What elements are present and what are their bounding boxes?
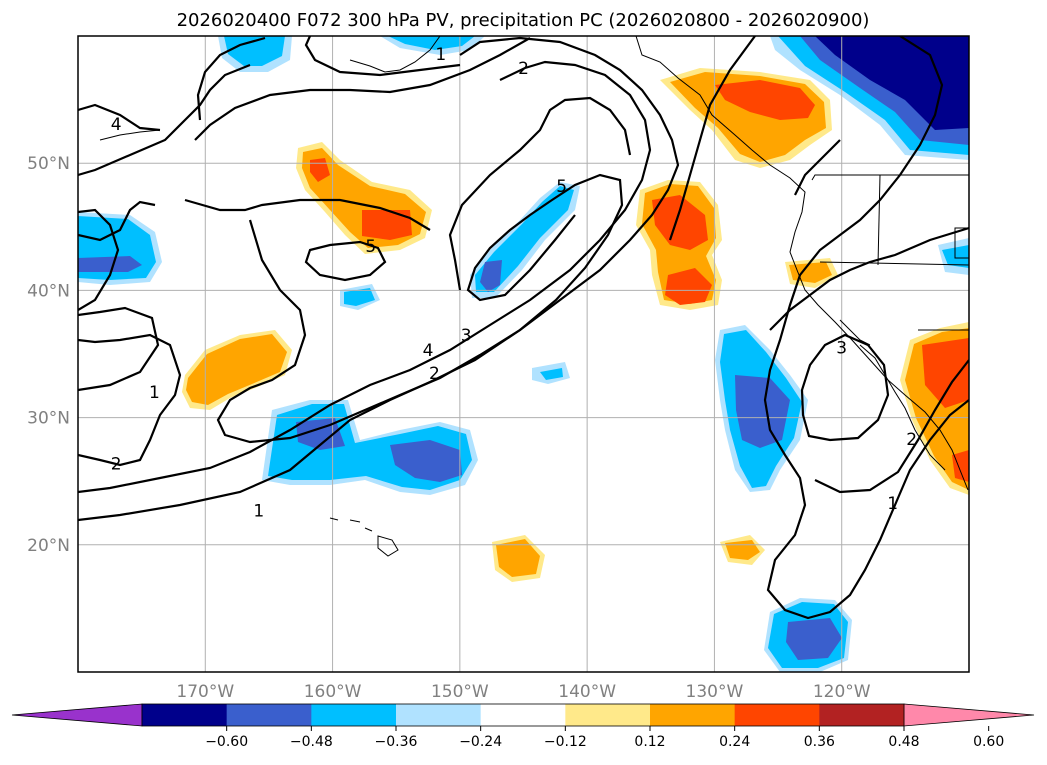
- precip-region-canada-negative: [770, 36, 969, 160]
- chart-title: 2026020400 F072 300 hPa PV, precipitatio…: [177, 10, 870, 31]
- contour-label: 4: [423, 341, 434, 361]
- pv-contour: [196, 36, 266, 121]
- x-tick-labels: 170°W 160°W 150°W 140°W 130°W 120°W: [176, 682, 870, 702]
- contour-label: 1: [887, 494, 898, 514]
- precip-region-socal-positive: [900, 322, 969, 495]
- coastlines: [99, 36, 969, 557]
- contour-label: 1: [435, 45, 446, 65]
- pv-contour: [78, 60, 652, 494]
- colorbar-segment: [734, 704, 820, 726]
- colorbar-segment: [142, 704, 228, 726]
- colorbar-segment: [226, 704, 312, 726]
- pv-contour: [78, 103, 161, 132]
- pv-contours: [78, 36, 969, 620]
- contour-label: 5: [556, 177, 567, 197]
- contour-label: 5: [365, 237, 376, 257]
- contour-label: 4: [111, 115, 122, 135]
- colorbar-label: 0.48: [888, 734, 919, 750]
- colorbar-label: 0.24: [719, 734, 750, 750]
- colorbar-segment: [311, 704, 397, 726]
- colorbar-label: −0.36: [375, 734, 418, 750]
- plot-frame: [77, 35, 970, 673]
- x-tick-label: 160°W: [304, 682, 362, 702]
- precip-region-pacific32-positive: [182, 330, 292, 410]
- x-tick-label: 150°W: [431, 682, 489, 702]
- pv-contour: [216, 173, 624, 444]
- contour-label: 1: [253, 501, 264, 521]
- colorbar-label: −0.48: [290, 734, 333, 750]
- colorbar-segment: [819, 704, 905, 726]
- colorbar-label: −0.24: [459, 734, 502, 750]
- pv-contour: [78, 333, 182, 467]
- pv-contour: [763, 36, 969, 620]
- colorbar-segment: [650, 704, 736, 726]
- contour-label: 2: [111, 454, 122, 474]
- precip-region-top-negative: [218, 36, 485, 72]
- precip-region-subtropical-negative: [262, 400, 478, 495]
- y-tick-label: 30°N: [27, 409, 70, 429]
- pv-contour: [78, 63, 251, 177]
- pv-contour: [448, 96, 632, 291]
- contour-label: 2: [429, 364, 440, 384]
- colorbar-segment: [396, 704, 482, 726]
- colorbar-label: 0.12: [634, 734, 665, 750]
- contour-labels: 1 2 4 5 5 4 3 2 1 2 1 3 2 1: [111, 45, 917, 522]
- precip-region-tropics-negative: [764, 598, 852, 672]
- colorbar: −0.60 −0.48 −0.36 −0.24 −0.12 0.12 0.24 0.36 0.4…: [11, 703, 1035, 750]
- pv-contour: [668, 36, 756, 241]
- colorbar-label: 0.60: [973, 734, 1004, 750]
- x-tick-label: 120°W: [813, 682, 871, 702]
- precip-region-pacific44-positive: [636, 180, 722, 310]
- map-area: 1 2 4 5 5 4 3 2 1 2 1 3 2 1: [78, 36, 969, 672]
- pv-contour: [194, 37, 531, 141]
- precip-shading: [78, 36, 969, 672]
- x-tick-label: 170°W: [176, 682, 234, 702]
- contour-label: 3: [461, 326, 472, 346]
- colorbar-segment: [565, 704, 651, 726]
- y-tick-label: 20°N: [27, 536, 70, 556]
- pv-contour: [78, 200, 156, 242]
- pv-contour: [304, 240, 387, 282]
- precip-region-coast-positive: [660, 68, 832, 168]
- y-tick-labels: 20°N 30°N 40°N 50°N: [27, 154, 70, 556]
- pv-contour: [184, 198, 431, 231]
- contour-label: 1: [149, 383, 160, 403]
- pv-contour: [78, 306, 160, 392]
- colorbar-frame: [141, 703, 905, 727]
- colorbar-label: −0.60: [205, 734, 248, 750]
- pv-contour: [78, 208, 120, 311]
- x-tick-label: 130°W: [686, 682, 744, 702]
- gridlines: [78, 36, 969, 672]
- pv-contour: [794, 139, 841, 196]
- colorbar-segment: [480, 704, 566, 726]
- precip-region-jet-negative: [340, 182, 580, 384]
- contour-label: 2: [518, 59, 529, 79]
- colorbar-label: 0.36: [804, 734, 835, 750]
- colorbar-extend-high: [903, 703, 1035, 727]
- y-tick-label: 50°N: [27, 154, 70, 174]
- x-tick-label: 140°W: [558, 682, 616, 702]
- pv-contour: [769, 226, 969, 331]
- contour-label: 3: [836, 339, 847, 359]
- pv-contour: [78, 36, 680, 522]
- colorbar-extend-low: [11, 703, 143, 727]
- pv-contour: [304, 36, 461, 77]
- pv-contour: [800, 333, 890, 442]
- contour-label: 2: [906, 430, 917, 450]
- y-tick-label: 40°N: [27, 281, 70, 301]
- pv-contour: [814, 359, 969, 494]
- colorbar-label: −0.12: [544, 734, 587, 750]
